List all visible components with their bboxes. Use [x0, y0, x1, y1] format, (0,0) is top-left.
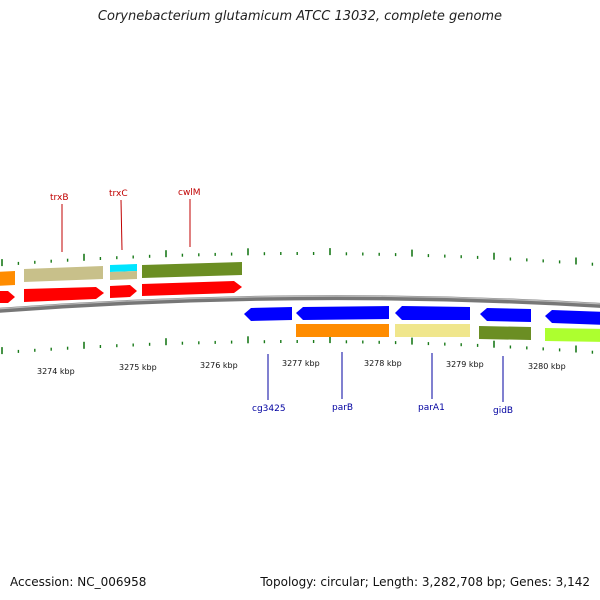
map-title: Corynebacterium glutamicum ATCC 13032, c…: [97, 9, 503, 24]
gene-lime-edge[interactable]: [545, 328, 600, 342]
gene-label-parB[interactable]: parB: [332, 403, 353, 413]
gene-label-gidB[interactable]: gidB: [493, 406, 513, 416]
gene-parB-cds[interactable]: [296, 306, 389, 320]
outer-tick-row: [1, 248, 594, 267]
gene-cg3425-cds[interactable]: [244, 307, 292, 321]
forward-strand-upper: [0, 262, 242, 286]
reverse-strand-lower: [296, 324, 600, 342]
scale-label-3275: 3275 kbp: [119, 363, 157, 372]
inner-tick-row: [1, 336, 594, 355]
gene-red-edge[interactable]: [0, 291, 15, 303]
gene-trxC-feature[interactable]: [110, 264, 137, 272]
gene-parB-feature[interactable]: [296, 324, 389, 337]
accession-text: Accession: NC_006958: [10, 575, 147, 589]
scale-label-3277: 3277 kbp: [282, 359, 320, 368]
gene-parA1-cds[interactable]: [395, 306, 470, 320]
gene-label-trxC[interactable]: trxC: [109, 189, 128, 199]
gene-cwlM-cds[interactable]: [142, 281, 242, 296]
forward-strand-lower: [0, 281, 242, 303]
gene-label-parA1[interactable]: parA1: [418, 403, 445, 413]
gene-label-cg3425[interactable]: cg3425: [252, 404, 286, 414]
gene-trxC-khaki[interactable]: [110, 271, 137, 280]
gene-trxC-cds[interactable]: [110, 285, 137, 298]
gene-blue-edge[interactable]: [545, 310, 600, 325]
scale-label-3278: 3278 kbp: [364, 359, 402, 368]
scale-label-3276: 3276 kbp: [200, 361, 238, 370]
gene-label-cwlM[interactable]: cwlM: [178, 188, 201, 198]
scale-label-3280: 3280 kbp: [528, 362, 566, 371]
gene-trxB-feature[interactable]: [24, 266, 103, 282]
scale-label-3279: 3279 kbp: [446, 360, 484, 369]
gene-trxB-cds[interactable]: [24, 287, 104, 302]
reverse-strand-upper: [244, 306, 600, 325]
gene-label-trxB[interactable]: trxB: [50, 193, 69, 203]
gene-cwlM-feature[interactable]: [142, 262, 242, 278]
scale-label-3274: 3274 kbp: [37, 367, 75, 376]
gene-gidB-cds[interactable]: [480, 308, 531, 322]
genome-summary-text: Topology: circular; Length: 3,282,708 bp…: [260, 575, 590, 589]
genome-backbone: [0, 295, 600, 313]
gene-parA1-feature[interactable]: [395, 324, 470, 337]
gene-gidB-feature[interactable]: [479, 326, 531, 340]
gene-orange-edge[interactable]: [0, 271, 15, 286]
gene-label-leaders: [61, 199, 504, 402]
